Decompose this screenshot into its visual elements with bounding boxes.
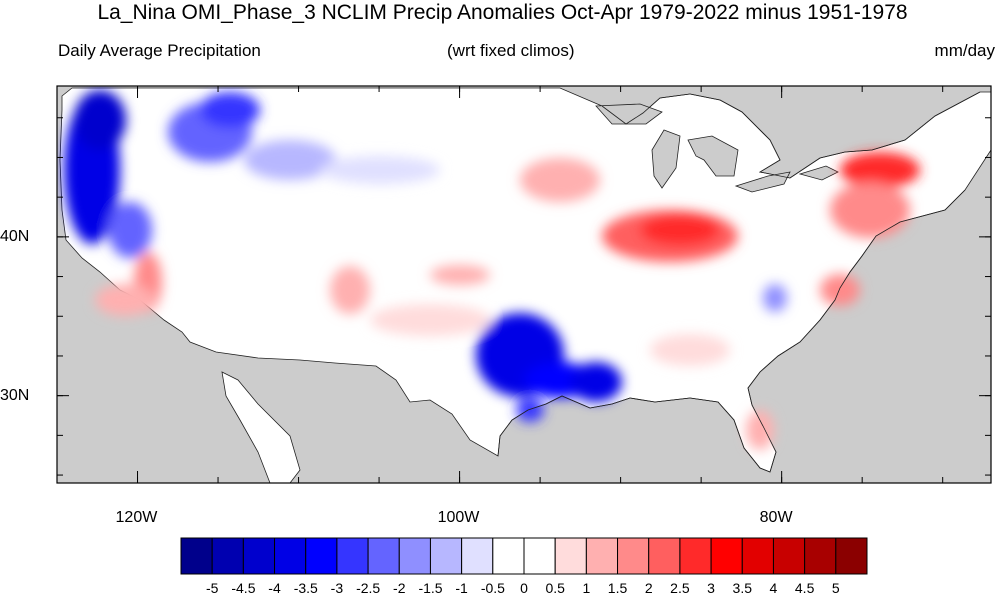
colorbar-label: 3.5 [732,580,752,596]
map-frame [56,85,992,484]
anomaly-field [64,90,920,450]
y-tick-label: 30N [0,386,30,404]
colorbar-label: -4 [268,580,281,596]
colorbar-swatch [648,537,681,575]
colorbar-label: 5 [831,580,840,596]
subtitle-center: (wrt fixed climos) [447,41,575,60]
colorbar-label: -2 [393,580,406,596]
colorbar-swatch [804,537,837,575]
colorbar-label: -3.5 [293,580,318,596]
colorbar-swatch [585,537,619,575]
colorbar-swatch [523,537,556,575]
colorbar-swatch [741,537,774,575]
colorbar-label: -2.5 [356,580,381,596]
colorbar-label: 4 [769,580,778,596]
units-label: mm/day [934,41,995,60]
colorbar-swatch [398,537,431,575]
colorbar-label: 0.5 [545,580,565,596]
colorbar-swatch [211,537,244,575]
colorbar-swatch [429,537,463,575]
y-tick-label: 40N [0,227,30,245]
colorbar-swatch [336,537,369,575]
subtitle-left: Daily Average Precipitation [58,41,261,60]
colorbar-label: -1 [455,580,468,596]
colorbar-swatch [242,537,276,575]
colorbar-label: 4.5 [794,580,815,596]
colorbar-label: 2.5 [670,580,690,596]
colorbar-label: -1.5 [418,580,443,596]
colorbar-label: 1 [582,580,591,596]
colorbar-swatch [835,537,868,575]
colorbar [180,537,868,575]
colorbar-swatch [492,537,525,575]
colorbar-label: -4.5 [231,580,256,596]
colorbar-label: 3 [707,580,715,596]
colorbar-label: -0.5 [480,580,505,596]
baja-peninsula [221,371,301,483]
great-lakes [595,103,839,193]
colorbar-swatch [180,537,213,575]
x-tick-label: 120W [115,509,158,526]
colorbar-swatch [554,537,587,575]
colorbar-label: 1.5 [607,580,628,596]
colorbar-swatch [367,537,400,575]
colorbar-swatch [274,537,307,575]
colorbar-label: 2 [644,580,653,596]
colorbar-swatch [679,537,712,575]
colorbar-swatch [617,537,650,575]
colorbar-label: 0 [520,580,528,596]
colorbar-swatch [710,537,743,575]
axis-ticks [56,86,991,483]
colorbar-swatch [461,537,494,575]
x-tick-label: 80W [759,509,793,526]
colorbar-swatch [305,537,338,575]
colorbar-swatch [772,537,806,575]
x-tick-label: 100W [437,509,480,526]
map-title: La_Nina OMI_Phase_3 NCLIM Precip Anomali… [97,1,908,24]
colorbar-label: -3 [330,580,344,596]
colorbar-label: -5 [205,580,219,596]
